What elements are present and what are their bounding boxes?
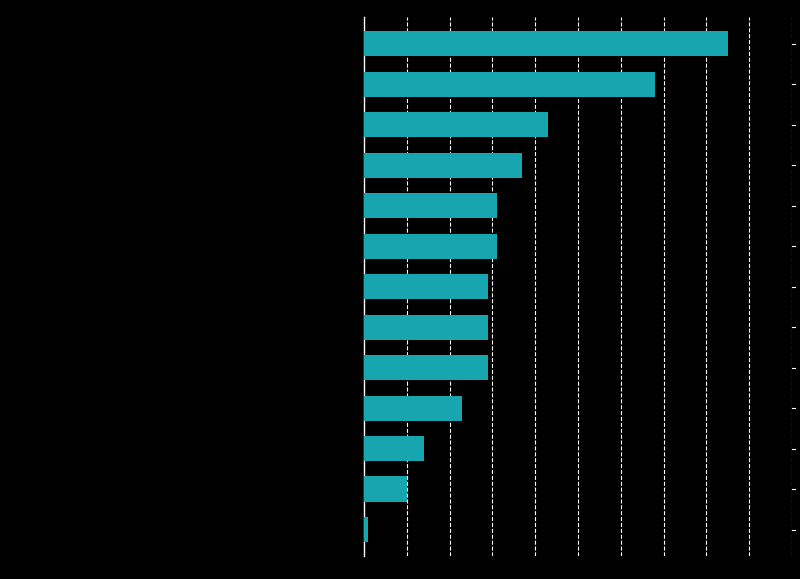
Bar	[364, 477, 407, 501]
Bar	[364, 274, 488, 299]
Bar	[364, 153, 522, 178]
Bar	[364, 395, 462, 420]
Bar	[364, 72, 655, 97]
Bar	[364, 517, 368, 542]
Bar	[364, 314, 488, 340]
Bar	[364, 436, 424, 461]
Bar	[364, 193, 497, 218]
Bar	[364, 233, 497, 259]
Bar	[364, 31, 728, 56]
Bar	[364, 355, 488, 380]
Bar	[364, 112, 548, 137]
